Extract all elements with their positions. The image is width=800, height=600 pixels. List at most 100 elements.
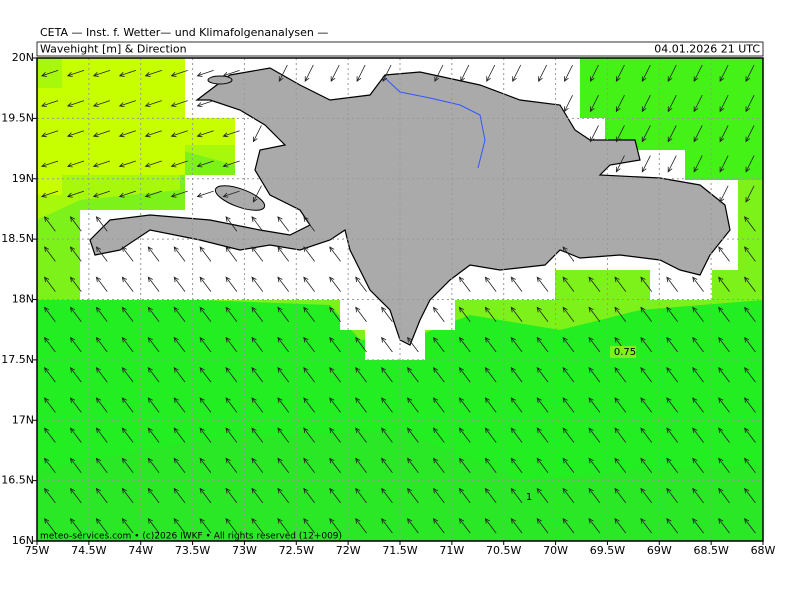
arrow xyxy=(745,95,755,113)
arrow xyxy=(510,306,523,323)
arrow xyxy=(744,367,756,383)
arrow xyxy=(252,185,262,203)
wave-direction-arrows xyxy=(40,64,756,534)
arrow xyxy=(330,64,340,83)
arrow xyxy=(744,336,756,353)
arrow xyxy=(510,397,523,413)
arrow xyxy=(92,100,111,108)
title: Wavehight [m] & Direction xyxy=(40,43,187,56)
arrow xyxy=(147,487,160,504)
arrow xyxy=(147,306,160,323)
arrow xyxy=(95,487,108,504)
arrow xyxy=(640,487,653,504)
arrow xyxy=(144,160,162,168)
arrow xyxy=(719,125,729,143)
arrow xyxy=(44,427,56,443)
arrow xyxy=(225,367,238,383)
arrow xyxy=(458,517,471,534)
arrow xyxy=(118,160,136,168)
arrow xyxy=(277,397,290,413)
arrow xyxy=(144,190,162,198)
arrow xyxy=(614,367,627,383)
arrow xyxy=(434,64,444,83)
arrow xyxy=(355,306,367,323)
arrow xyxy=(173,487,186,504)
y-tick-label: 17N xyxy=(12,413,34,426)
arrow xyxy=(562,397,575,413)
arrow xyxy=(196,100,214,108)
arrow xyxy=(66,190,85,198)
arrow xyxy=(564,64,573,83)
arrow xyxy=(144,100,162,108)
y-tick-label: 18.5N xyxy=(1,232,34,245)
arrow xyxy=(590,95,599,113)
arrow xyxy=(92,160,111,168)
arrow xyxy=(692,517,704,534)
arrow xyxy=(744,246,756,262)
arrow xyxy=(251,216,264,232)
arrow xyxy=(536,336,549,353)
arrow xyxy=(666,336,678,353)
arrow xyxy=(588,487,601,504)
footer: meteo-services.com • (c)2026 IWKF • All … xyxy=(40,532,342,542)
arrow xyxy=(170,70,188,77)
arrow xyxy=(173,246,186,262)
arrow xyxy=(718,397,730,413)
arrow xyxy=(69,517,82,534)
arrow xyxy=(536,517,549,534)
arrow xyxy=(69,397,82,413)
arrow xyxy=(44,457,56,473)
arrow xyxy=(432,336,445,353)
contour-label: 1 xyxy=(526,492,532,503)
arrow xyxy=(588,397,601,413)
arrow xyxy=(667,125,677,143)
arrow xyxy=(196,160,214,168)
arrow xyxy=(432,517,445,534)
arrow xyxy=(170,130,188,138)
arrow xyxy=(121,487,134,504)
arrow xyxy=(95,246,108,262)
arrow xyxy=(407,487,419,504)
arrow xyxy=(69,427,82,443)
arrow xyxy=(692,457,704,473)
arrow xyxy=(719,64,729,83)
arrow xyxy=(199,457,212,473)
arrow xyxy=(745,155,755,173)
arrow xyxy=(66,70,85,77)
arrow xyxy=(562,306,575,323)
arrow xyxy=(251,306,264,323)
arrow xyxy=(355,457,367,473)
arrow xyxy=(458,367,471,383)
y-tick-label: 16.5N xyxy=(1,474,34,487)
arrow xyxy=(484,336,497,353)
arrow xyxy=(615,125,625,143)
arrow xyxy=(744,306,756,323)
arrow xyxy=(614,397,627,413)
arrow xyxy=(199,487,212,504)
arrow xyxy=(614,427,627,443)
arrow xyxy=(199,336,212,353)
arrow xyxy=(640,367,653,383)
arrow xyxy=(251,367,264,383)
arrow xyxy=(95,457,108,473)
arrow xyxy=(432,427,445,443)
arrow xyxy=(355,487,367,504)
x-tick-label: 75W xyxy=(25,544,50,557)
arrow xyxy=(615,64,625,83)
x-tick-label: 68.5W xyxy=(693,544,728,557)
y-tick-label: 20N xyxy=(12,51,34,64)
arrow xyxy=(666,397,678,413)
arrow xyxy=(692,276,704,292)
arrow xyxy=(69,306,82,323)
arrow xyxy=(121,306,134,323)
arrow xyxy=(277,517,290,534)
arrow xyxy=(147,246,160,262)
x-tick-label: 73.5W xyxy=(175,544,210,557)
arrow xyxy=(118,100,136,108)
arrow xyxy=(147,517,160,534)
arrow xyxy=(92,70,111,77)
x-tick-label: 70.5W xyxy=(486,544,521,557)
arrow xyxy=(719,185,729,203)
x-tick-label: 71.5W xyxy=(382,544,417,557)
